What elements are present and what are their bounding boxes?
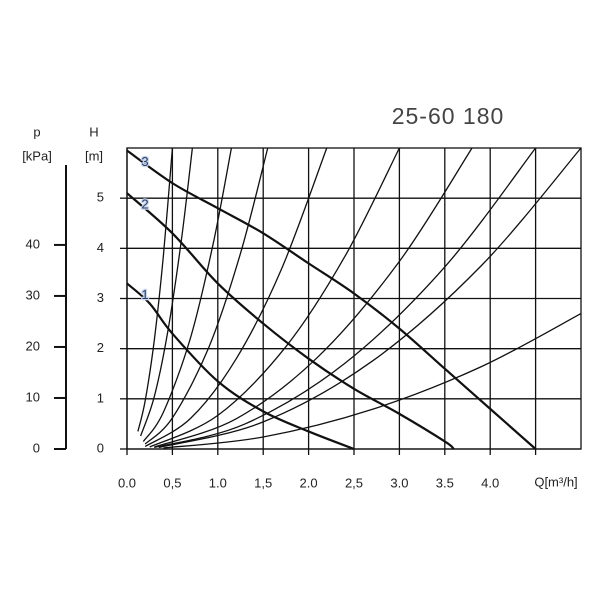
y-axis-label: H xyxy=(89,124,98,139)
y-tick-label: 2 xyxy=(97,340,104,355)
y-tick-label: 4 xyxy=(97,240,104,255)
curve-label: 2 xyxy=(141,197,148,212)
system-curve xyxy=(154,147,473,448)
pump-curve xyxy=(126,282,355,451)
y2-tick-label: 20 xyxy=(26,338,40,353)
x-tick-label: 3.0 xyxy=(390,475,408,490)
system-curve xyxy=(140,147,194,437)
system-curve xyxy=(144,147,269,445)
x-tick-label: 0,5 xyxy=(163,475,181,490)
system-curve xyxy=(158,147,582,449)
y2-tick-label: 30 xyxy=(26,287,40,302)
y2-tick-label: 10 xyxy=(26,389,40,404)
y-tick-label: 3 xyxy=(97,290,104,305)
x-tick-label: 1,5 xyxy=(254,475,272,490)
y2-axis-label: p xyxy=(33,124,40,139)
chart-title: 25-60 180 xyxy=(392,103,505,129)
curve-label: 3 xyxy=(141,154,148,169)
curve-label: 1 xyxy=(141,287,148,302)
x-tick-label: 0.0 xyxy=(118,475,136,490)
system-curve xyxy=(144,147,328,448)
y-tick-label: 0 xyxy=(97,440,104,455)
x-tick-label: 2,5 xyxy=(345,475,363,490)
x-tick-label: 3.5 xyxy=(436,475,454,490)
x-tick-label: 4.0 xyxy=(481,475,499,490)
pump-curve xyxy=(126,149,537,450)
system-curve xyxy=(137,147,174,432)
y-tick-label: 5 xyxy=(97,190,104,205)
y2-tick-label: 40 xyxy=(26,236,40,251)
system-curve xyxy=(142,147,233,442)
y2-axis-unit: [kPa] xyxy=(22,148,52,163)
system-curve xyxy=(163,312,582,449)
y-tick-label: 1 xyxy=(97,390,104,405)
x-tick-label: 1.0 xyxy=(209,475,227,490)
system-curve xyxy=(154,147,537,449)
system-curve xyxy=(149,147,400,448)
y2-tick-label: 0 xyxy=(33,440,40,455)
x-axis-label: Q[m³/h] xyxy=(534,474,577,489)
pump-curve xyxy=(126,192,455,450)
x-tick-label: 2.0 xyxy=(300,475,318,490)
y-axis-unit: [m] xyxy=(85,148,103,163)
